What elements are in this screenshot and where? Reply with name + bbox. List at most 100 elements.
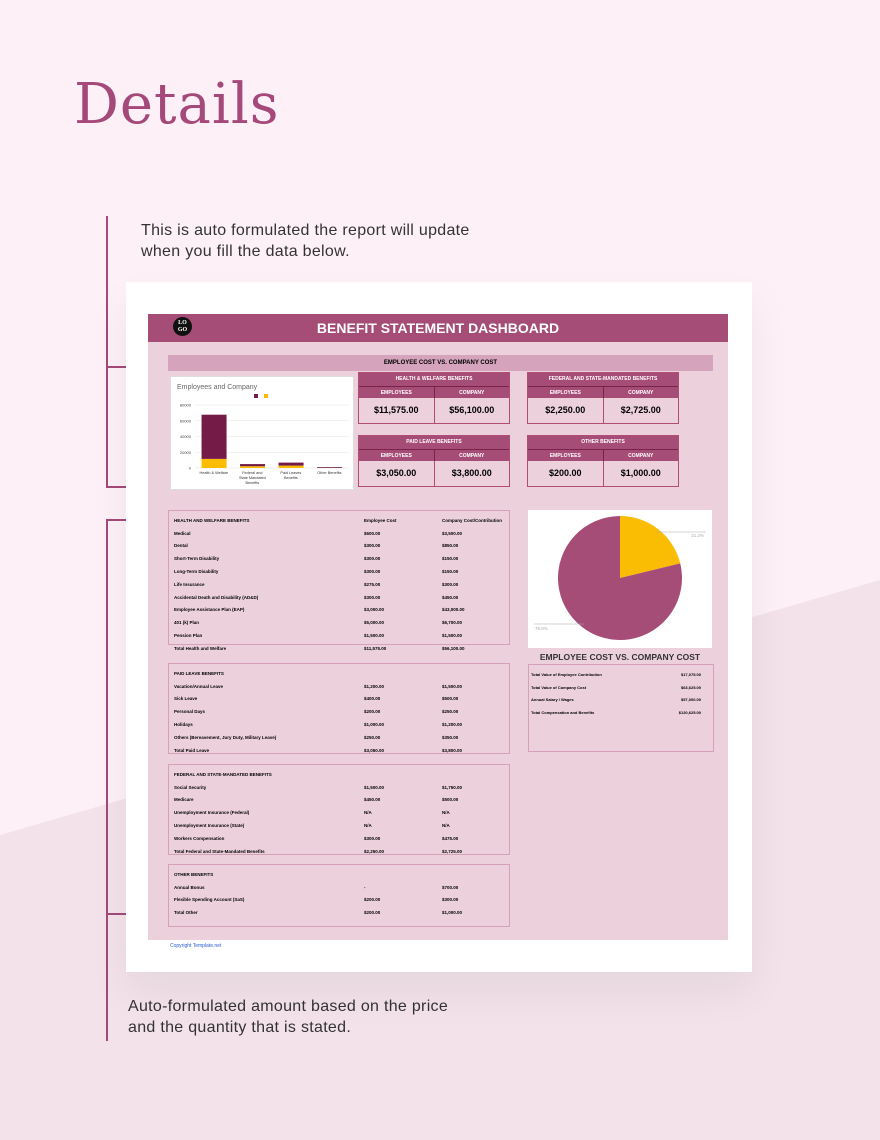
table-cell: Holidays	[174, 722, 193, 728]
card-value-employees: $200.00	[548, 468, 582, 478]
table-cell: $3,000.00	[364, 607, 385, 613]
copyright-link[interactable]: Copyright Template.net	[170, 943, 222, 949]
table-cell: Annual Bonus	[174, 884, 205, 890]
summary-row: Annual Salary / Wages $57,000.00	[531, 694, 711, 707]
table-cell: $3,050.00	[364, 747, 385, 753]
table-cell: $200.00	[364, 910, 381, 916]
table-cell: $350.00	[442, 734, 459, 740]
table-cell: $450.00	[364, 797, 381, 803]
pie-slice	[620, 516, 681, 578]
section-band: EMPLOYEE COST VS. COMPANY COST	[168, 355, 713, 371]
table-header: HEALTH AND WELFARE BENEFITS Employee Cost…	[174, 514, 504, 527]
table-row: Medicare $450.00 $500.00	[174, 794, 504, 807]
card-value-employees: $3,050.00	[376, 468, 417, 478]
table-cell: Others (Bereavement, Jury Duty, Military…	[174, 734, 277, 740]
table-cell: N/A	[442, 823, 450, 829]
table-row: Flexible Spending Account (SaS) $200.00 $3…	[174, 894, 504, 907]
table-cell: $1,750.00	[442, 784, 463, 790]
table-cell: Unemployment Insurance (Federal)	[174, 810, 250, 816]
card-col-company: COMPANY	[602, 386, 678, 398]
card-value-employees: $2,250.00	[545, 405, 586, 415]
card-value-company: $2,725.00	[602, 398, 679, 423]
table-row: Long-Term Disability $300.00 $150.00	[174, 565, 504, 578]
table-cell: $500.00	[442, 797, 459, 803]
table-cell: $1,200.00	[442, 722, 463, 728]
table-cell: $3,800.00	[442, 747, 463, 753]
summary-card: HEALTH & WELFARE BENEFITS EMPLOYEES COMPA…	[358, 372, 510, 424]
bar-segment	[240, 464, 266, 467]
table-row: Pension Plan $1,500.00 $1,500.00	[174, 629, 504, 642]
table-cell: $300.00	[442, 581, 459, 587]
table-cell: $275.00	[364, 581, 381, 587]
table-cell: $200.00	[364, 709, 381, 715]
table-cell: $475.00	[442, 835, 459, 841]
table-header: FEDERAL AND STATE-MANDATED BENEFITS	[174, 768, 504, 781]
card-value-company: $1,000.00	[602, 461, 679, 486]
summary-card: PAID LEAVE BENEFITS EMPLOYEES COMPANY $3,…	[358, 435, 510, 487]
card-title: FEDERAL AND STATE-MANDATED BENEFITS	[528, 373, 678, 386]
table-cell: $56,100.00	[442, 645, 465, 651]
table-cell: $1,500.00	[442, 633, 463, 639]
summary-card: OTHER BENEFITS EMPLOYEES COMPANY $200.00 $…	[527, 435, 679, 487]
summary-value: $120,625.00	[678, 710, 701, 716]
table-cell: $2,250.00	[364, 848, 385, 854]
table-cell: Medical	[174, 530, 191, 536]
bar-segment	[201, 414, 227, 459]
table-row: 401 (k) Plan $5,000.00 $6,700.00	[174, 616, 504, 629]
summary-label: Total Value of Company Cost	[531, 684, 587, 690]
table-row: Employee Assistance Plan (EAP) $3,000.00 $…	[174, 604, 504, 617]
table-cell: $3,500.00	[442, 530, 463, 536]
bar-chart: Employees and Company 0 20000 40000 60000 800…	[170, 376, 354, 490]
table-cell: $500.00	[442, 696, 459, 702]
x-tick-label: Other Benefits	[317, 471, 341, 475]
pie-slice	[558, 516, 682, 640]
table-cell: $300.00	[364, 594, 381, 600]
bar-segment	[201, 458, 227, 468]
table-cell: $1,500.00	[364, 784, 385, 790]
card-title: OTHER BENEFITS	[528, 436, 678, 449]
card-title: HEALTH & WELFARE BENEFITS	[359, 373, 509, 386]
table-cell: $400.00	[364, 696, 381, 702]
table-row: Social Security $1,500.00 $1,750.00	[174, 781, 504, 794]
table-cell: Dental	[174, 543, 188, 549]
bar-segment	[278, 465, 304, 468]
y-tick-label: 20000	[180, 450, 192, 455]
table-cell: $43,000.00	[442, 607, 465, 613]
chart-title: Employees and Company	[177, 384, 258, 391]
card-col-company: COMPANY	[602, 449, 678, 461]
table-row: Total Health and Welfare $11,575.00 $56,10…	[174, 642, 504, 655]
summary-label: Total Compensation and Benefits	[531, 710, 595, 716]
x-tick-label: Benefits	[284, 476, 298, 480]
dashboard: LO GO BENEFIT STATEMENT DASHBOARD EMPLOYE…	[148, 314, 728, 940]
table-cell: $150.00	[442, 556, 459, 562]
table-cell: Workers Compensation	[174, 835, 225, 841]
bracket-bottom	[106, 519, 108, 1041]
table-cell: $850.00	[442, 543, 459, 549]
bar-segment	[317, 467, 343, 468]
table-cell: $1,500.00	[442, 683, 463, 689]
table-row: Total Other $200.00 $1,000.00	[174, 906, 504, 919]
card-col-employees: EMPLOYEES	[359, 386, 434, 398]
x-tick-label: Federal and	[242, 471, 262, 475]
table-row: Unemployment Insurance (State) N/A N/A	[174, 819, 504, 832]
card-col-employees: EMPLOYEES	[528, 449, 603, 461]
table-cell: Pension Plan	[174, 633, 203, 639]
pie-chart: 21.2% 78.8%	[528, 510, 712, 648]
table-cell: Employee Assistance Plan (EAP)	[174, 607, 245, 613]
table-row: Medical $600.00 $3,500.00	[174, 527, 504, 540]
bar-segment	[278, 462, 304, 466]
table-cell: -	[364, 884, 366, 890]
health-table: HEALTH AND WELFARE BENEFITS Employee Cost…	[168, 510, 510, 651]
summary-value: $63,625.00	[680, 684, 701, 690]
table-row: Dental $300.00 $850.00	[174, 540, 504, 553]
table-row: Life Insurance $275.00 $300.00	[174, 578, 504, 591]
summary-table: Total Value of Employee Contribution $17,…	[528, 664, 714, 752]
summary-row: Total Value of Employee Contribution $17,…	[531, 668, 711, 681]
table-cell: $300.00	[364, 835, 381, 841]
card-col-company: COMPANY	[433, 386, 509, 398]
header-cell: OTHER BENEFITS	[174, 871, 214, 877]
table-row: Annual Bonus - $700.00	[174, 881, 504, 894]
summary-title: EMPLOYEE COST VS. COMPANY COST	[539, 652, 701, 662]
y-tick-label: 60000	[180, 418, 192, 423]
table-cell: $1,500.00	[364, 633, 385, 639]
